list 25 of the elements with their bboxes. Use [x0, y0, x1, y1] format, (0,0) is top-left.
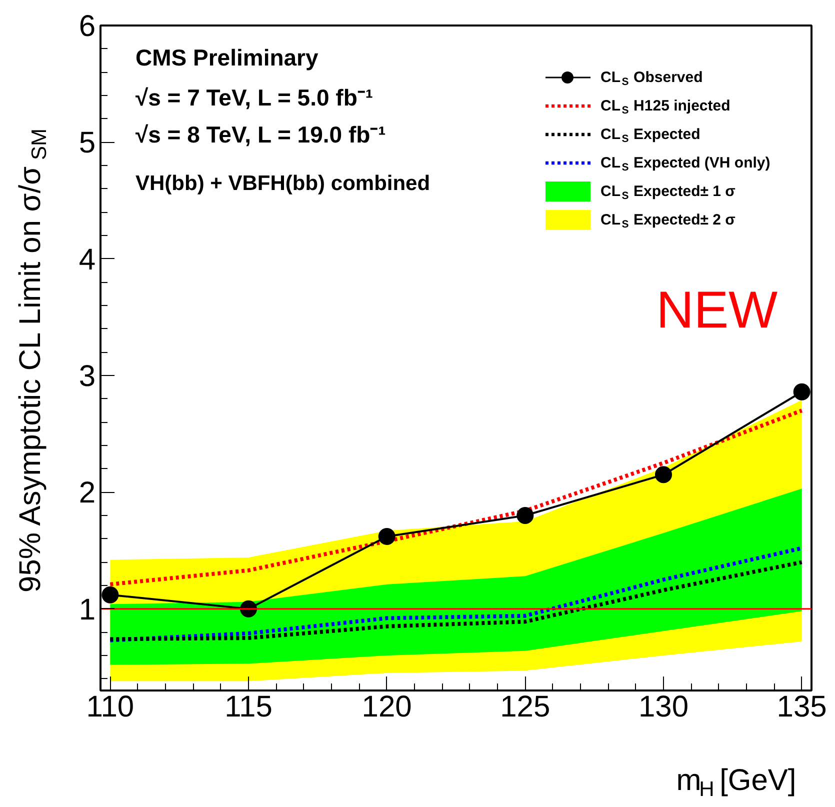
y-tick-label: 3: [78, 360, 96, 393]
line-series: [108, 408, 804, 586]
point: [102, 586, 119, 604]
x-tick-label: 135: [776, 690, 827, 724]
x-tick-label: 125: [500, 690, 550, 724]
line-series: [108, 560, 804, 642]
annotation: NEW: [656, 282, 778, 340]
x-tick-label: 120: [362, 690, 412, 724]
y-tick-label: 1: [78, 593, 96, 626]
annotation: √s = 7 TeV, L = 5.0 fb⁻¹: [136, 84, 374, 110]
point: [654, 466, 672, 484]
y-axis-title: 95% Asymptotic CL Limit on σ/σSM: [14, 128, 51, 592]
point: [378, 528, 396, 545]
x-tick-label: 130: [638, 690, 689, 724]
x-tick-label: 115: [224, 690, 272, 724]
y-tick-label: 5: [78, 126, 96, 160]
y-tick-label: 4: [78, 243, 96, 276]
point: [793, 383, 810, 400]
annotation: CMS Preliminary: [136, 44, 318, 70]
annotation: √s = 8 TeV, L = 19.0 fb⁻¹: [136, 122, 386, 148]
annotation: VH(bb) + VBFH(bb) combined: [136, 172, 430, 195]
point: [516, 507, 534, 524]
x-tick-label: 110: [86, 690, 134, 724]
y-tick-label: 2: [78, 476, 96, 510]
y-tick-label: 6: [78, 10, 96, 43]
